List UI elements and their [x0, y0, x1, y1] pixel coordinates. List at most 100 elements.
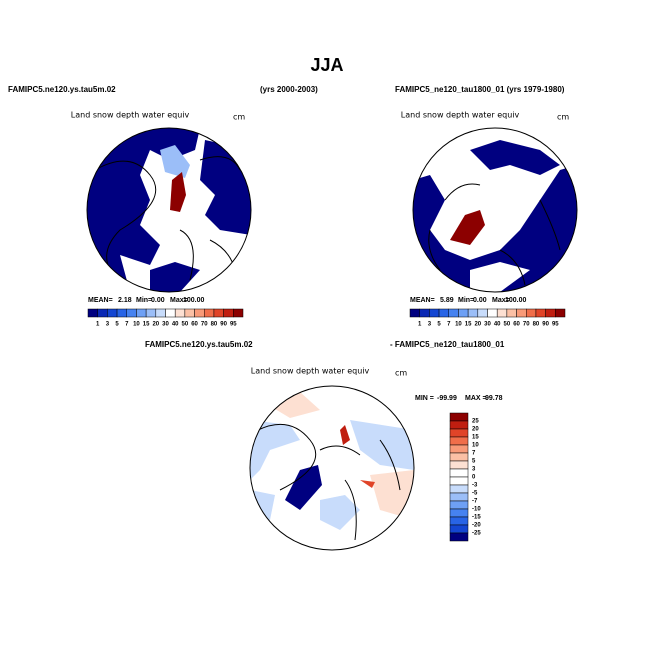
colorbar-box	[449, 500, 469, 510]
anomaly-area	[320, 495, 360, 530]
stat-text: MEAN=	[88, 297, 113, 304]
variable: Land snow depth water equiv	[251, 367, 370, 376]
stat-text: Max=	[492, 297, 510, 304]
variable: Land snow depth water equiv	[71, 111, 190, 120]
colorbar-box	[487, 308, 498, 318]
stat-text: 2.18	[118, 297, 132, 304]
colorbar-box	[213, 308, 224, 318]
colorbar-box	[449, 460, 469, 470]
colorbar-box	[223, 308, 234, 318]
colorbar-label: 90	[542, 322, 549, 328]
colorbar-box	[448, 308, 459, 318]
stat-text: Min=	[136, 297, 152, 304]
colorbar-label: 90	[220, 322, 227, 328]
stat-text: MIN =	[415, 395, 434, 402]
colorbar-box	[449, 516, 469, 526]
colorbar-box	[449, 452, 469, 462]
colorbar-label: 50	[504, 322, 511, 328]
colorbar-box	[204, 308, 215, 318]
snow-area	[150, 262, 200, 292]
colorbar-label: 20	[152, 322, 159, 328]
colorbar-label: 10	[472, 443, 479, 449]
stats: MEAN= 5.89 Min=0.00 Max=100.00	[410, 297, 527, 304]
colorbar-box	[184, 308, 195, 318]
title: JJA	[310, 55, 343, 75]
colorbar-label: -25	[472, 531, 481, 537]
colorbar-label: 50	[182, 322, 189, 328]
colorbar-box	[194, 308, 205, 318]
colorbar-label: 80	[211, 322, 218, 328]
colorbar-label: 10	[455, 322, 462, 328]
snow-area	[87, 128, 200, 292]
colorbar-label: 7	[125, 322, 129, 328]
colorbar: 1 3 5 7 10 15 20 30 40 50 60 70 80 90 95	[87, 308, 244, 328]
colorbar-box	[506, 308, 517, 318]
stat-text: 100.00	[505, 297, 527, 304]
map-border	[249, 385, 415, 551]
case-name: - FAMIPC5_ne120_tau1800_01	[390, 340, 505, 349]
colorbar-box	[136, 308, 147, 318]
map	[250, 386, 414, 550]
ocean	[470, 262, 530, 292]
colorbar-label: 10	[133, 322, 140, 328]
snow-area	[450, 210, 485, 245]
colorbar-box	[449, 484, 469, 494]
colorbar-label: 0	[472, 475, 476, 481]
colorbar-box	[477, 308, 488, 318]
colorbar-label: 70	[523, 322, 530, 328]
colorbar-box	[126, 308, 137, 318]
colorbar-box	[174, 308, 186, 318]
colorbar-box	[97, 308, 108, 318]
colorbar-label: 1	[418, 322, 422, 328]
colorbar-label: 20	[472, 427, 479, 433]
colorbar-box	[467, 308, 479, 318]
colorbar-box	[116, 308, 127, 318]
colorbar-label: 3	[428, 322, 432, 328]
colorbar-box	[419, 308, 430, 318]
stat-text: 0.00	[151, 297, 165, 304]
colorbar-label: 60	[191, 322, 198, 328]
colorbar-box	[526, 308, 537, 318]
colorbar-box	[155, 308, 166, 318]
stat-text: MEAN=	[410, 297, 435, 304]
colorbar-label: 3	[106, 322, 110, 328]
variable: Land snow depth water equiv	[401, 111, 520, 120]
colorbar-box	[449, 468, 469, 478]
colorbar-label: 5	[115, 322, 119, 328]
colorbar-label: -5	[472, 491, 478, 497]
colorbar-box	[449, 508, 469, 518]
colorbar-box	[516, 308, 527, 318]
snow-area	[413, 165, 577, 292]
colorbar-box	[449, 524, 469, 534]
colorbar-label: -10	[472, 507, 481, 513]
case-name: FAMIPC5.ne120.ys.tau5m.02	[145, 340, 253, 349]
colorbar: 25 20 15 10 7 5 3 0 -3 -5 -7 -10 -15 -20 -25	[449, 412, 481, 542]
map-border	[412, 127, 578, 293]
colorbar-box	[449, 420, 469, 430]
anomaly-area	[340, 425, 350, 445]
colorbar-label: 20	[474, 322, 481, 328]
colorbar-label: 5	[472, 459, 476, 465]
colorbar-label: 15	[472, 435, 479, 441]
colorbar-label: -20	[472, 523, 481, 529]
colorbar-label: 30	[162, 322, 169, 328]
colorbar-box	[449, 492, 469, 502]
colorbar-label: 3	[472, 467, 476, 473]
colorbar-box	[438, 308, 449, 318]
colorbar-label: 95	[552, 322, 559, 328]
colorbar-box	[545, 308, 556, 318]
stat-text: Min=	[458, 297, 474, 304]
anomaly-area	[370, 470, 414, 520]
colorbar-label: 60	[513, 322, 520, 328]
map	[87, 128, 251, 292]
colorbar-box	[535, 308, 546, 318]
colorbar-box	[449, 476, 469, 486]
colorbar-label: 40	[172, 322, 179, 328]
stat-text: 100.00	[183, 297, 205, 304]
colorbar-box	[449, 412, 469, 422]
coastline	[257, 423, 401, 541]
stat-text: 99.78	[485, 395, 503, 402]
colorbar-box	[449, 444, 469, 454]
snow-area	[170, 172, 186, 212]
